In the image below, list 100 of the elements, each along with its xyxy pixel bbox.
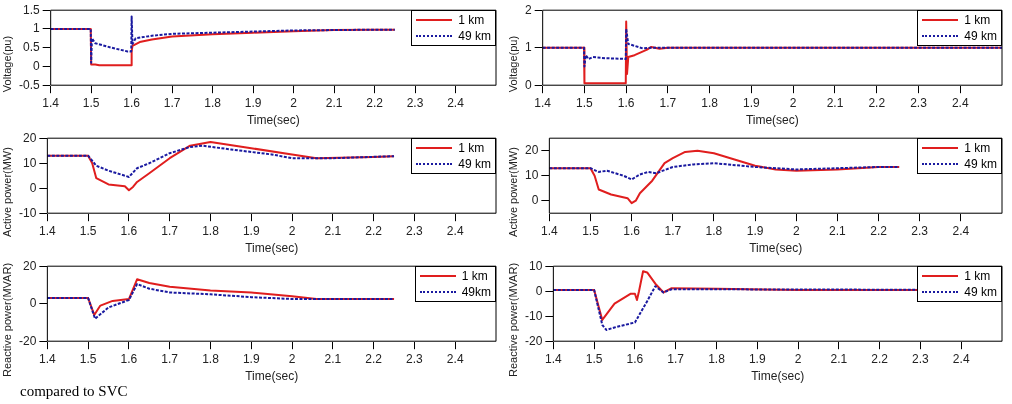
x-tick-label: 1.5 [576, 95, 594, 110]
x-tick-label: 2.3 [406, 351, 424, 366]
x-tick-label: 1.6 [617, 95, 635, 110]
legend-label: 1 km [461, 269, 488, 284]
x-tick-label: 2.4 [952, 223, 970, 238]
x-tick-label: 2 [290, 95, 298, 110]
x-tick-label: 2.4 [446, 223, 464, 238]
y-tick-label: 20 [22, 258, 37, 273]
x-tick-label: 1.5 [82, 95, 100, 110]
x-tick-label: 1.6 [623, 223, 641, 238]
x-tick-label: 2.2 [365, 223, 383, 238]
x-tick-label: 1.6 [120, 223, 138, 238]
x-axis-title: Time(sec) [749, 241, 803, 256]
legend-label: 1 km [964, 13, 991, 28]
legend-label: 1 km [964, 269, 991, 284]
x-axis-title: Time(sec) [246, 113, 300, 128]
y-tick-label: 10 [22, 155, 37, 170]
y-tick-label: 0 [29, 296, 37, 311]
x-tick-label: 2.1 [829, 223, 847, 238]
x-tick-label: 1.4 [39, 351, 57, 366]
legend-label: 1 km [458, 13, 485, 28]
x-tick-label: 2.2 [871, 351, 889, 366]
x-tick-label: 2.1 [830, 351, 848, 366]
x-tick-label: 2.3 [910, 95, 928, 110]
y-tick-label: -0.5 [18, 77, 40, 92]
x-tick-label: 1.9 [244, 95, 262, 110]
y-tick-label: -10 [19, 205, 37, 220]
y-tick-label: 1 [32, 21, 40, 36]
legend-label: 1 km [964, 141, 991, 156]
legend-label: 49 km [964, 157, 997, 172]
x-tick-label: 1.5 [582, 223, 600, 238]
y-tick-label: 0 [32, 58, 40, 73]
x-tick-label: 1.8 [708, 351, 726, 366]
y-tick-label: 0.5 [22, 40, 40, 55]
y-axis-title: Active power(MW) [507, 147, 520, 237]
x-tick-label: 1.6 [626, 351, 644, 366]
y-tick-label: 10 [528, 258, 543, 273]
y-axis-title: Voltage(pu) [507, 35, 520, 93]
x-tick-label: 1.7 [163, 95, 181, 110]
y-tick-label: 20 [22, 130, 37, 145]
y-tick-label: 0 [535, 283, 543, 298]
x-tick-label: 1.5 [79, 223, 97, 238]
x-tick-label: 1.8 [204, 95, 222, 110]
y-tick-label: 0 [524, 77, 532, 92]
line-series [46, 144, 396, 178]
x-tick-label: 1.8 [202, 351, 220, 366]
y-axis-title: Reactive power(MVAR) [1, 262, 14, 378]
y-tick-label: -20 [525, 333, 543, 348]
y-tick-label: -20 [19, 333, 37, 348]
x-tick-label: 1.9 [743, 95, 761, 110]
x-tick-label: 2.3 [406, 95, 424, 110]
x-tick-label: 1.7 [664, 223, 682, 238]
y-tick-label: 1.5 [22, 2, 40, 17]
x-tick-label: 2 [794, 351, 802, 366]
x-tick-label: 1.5 [585, 351, 603, 366]
legend-label: 49 km [458, 29, 491, 44]
y-tick-label: 2 [524, 2, 532, 17]
x-tick-label: 2 [792, 223, 800, 238]
line-series [49, 15, 396, 64]
x-tick-label: 2.3 [912, 351, 930, 366]
legend-label: 49 km [964, 29, 997, 44]
x-tick-label: 2.4 [952, 351, 970, 366]
x-tick-label: 1.4 [534, 95, 552, 110]
x-tick-label: 2 [288, 351, 296, 366]
x-tick-label: 2 [789, 95, 797, 110]
x-tick-label: 1.8 [701, 95, 719, 110]
y-axis-title: Reactive power(MVAR) [507, 262, 520, 378]
x-axis-title: Time(sec) [245, 241, 299, 256]
x-tick-label: 1.4 [42, 95, 60, 110]
line-series [541, 27, 1003, 68]
x-tick-label: 1.9 [242, 223, 260, 238]
x-tick-label: 1.7 [161, 223, 179, 238]
x-tick-label: 2.1 [324, 223, 342, 238]
y-tick-label: 0 [29, 180, 37, 195]
x-tick-label: 1.7 [659, 95, 677, 110]
x-tick-label: 2 [288, 223, 296, 238]
x-tick-label: 1.8 [202, 223, 220, 238]
x-axis-title: Time(sec) [745, 113, 799, 128]
text: compared to SVC [20, 383, 128, 400]
x-tick-label: 2.3 [406, 223, 424, 238]
y-tick-label: -10 [525, 308, 543, 323]
x-tick-label: 1.7 [667, 351, 685, 366]
x-tick-label: 2.2 [366, 95, 384, 110]
x-tick-label: 1.7 [161, 351, 179, 366]
x-tick-label: 2.3 [911, 223, 929, 238]
x-tick-label: 1.4 [39, 223, 57, 238]
y-tick-label: 0 [531, 193, 539, 208]
x-tick-label: 2.4 [447, 95, 465, 110]
x-tick-label: 1.5 [79, 351, 97, 366]
y-axis-title: Active power(MW) [1, 147, 14, 237]
legend-label: 1 km [458, 141, 485, 156]
x-tick-label: 2.1 [826, 95, 844, 110]
legend-label: 49 km [964, 285, 997, 300]
x-tick-label: 2.1 [325, 95, 343, 110]
x-tick-label: 1.4 [545, 351, 563, 366]
x-tick-label: 1.4 [541, 223, 559, 238]
legend-label: 49 km [458, 157, 491, 172]
x-tick-label: 2.2 [868, 95, 886, 110]
x-tick-label: 2.1 [324, 351, 342, 366]
legend-label: 49km [461, 285, 491, 300]
